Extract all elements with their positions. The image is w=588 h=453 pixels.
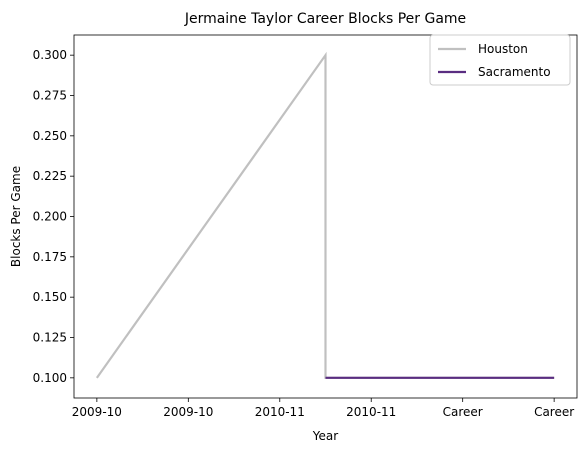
x-tick-label: Career [534,405,574,419]
legend: Houston Sacramento [430,35,570,85]
x-tick-label: Career [443,405,483,419]
y-tick-label: 0.225 [33,169,67,183]
y-tick-label: 0.150 [33,290,67,304]
y-tick-label: 0.250 [33,129,67,143]
x-tick-label: 2010-11 [255,405,305,419]
legend-label-sacramento: Sacramento [478,65,551,79]
x-tick-label: 2009-10 [163,405,213,419]
y-axis-label: Blocks Per Game [9,166,23,267]
x-tick-label: 2009-10 [72,405,122,419]
x-tick-label: 2010-11 [346,405,396,419]
y-tick-label: 0.300 [33,48,67,62]
legend-label-houston: Houston [478,42,528,56]
y-tick-label: 0.175 [33,250,67,264]
y-tick-label: 0.200 [33,210,67,224]
chart-title: Jermaine Taylor Career Blocks Per Game [184,11,466,27]
y-tick-label: 0.275 [33,89,67,103]
x-axis-label: Year [312,429,338,443]
y-tick-label: 0.125 [33,331,67,345]
y-tick-label: 0.100 [33,371,67,385]
